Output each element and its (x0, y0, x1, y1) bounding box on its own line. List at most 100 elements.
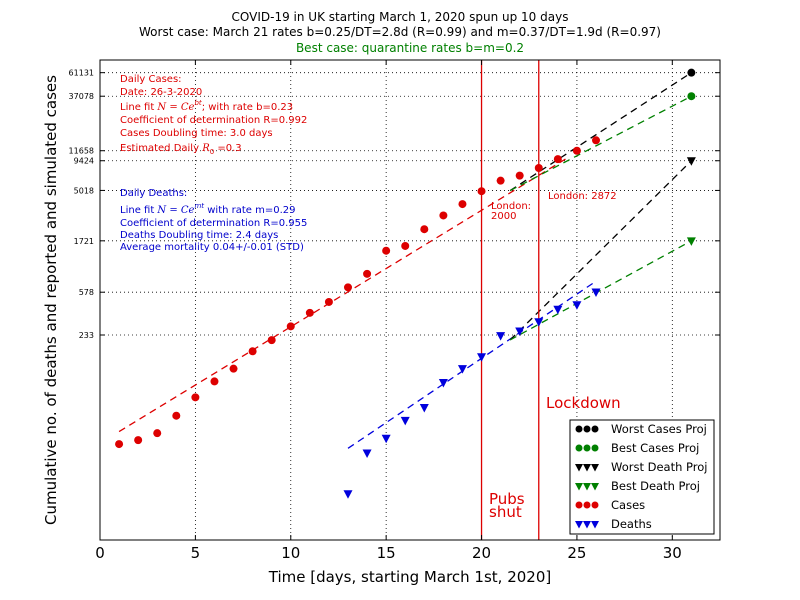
y-axis-label: Cumulative no. of deaths and reported an… (42, 75, 60, 525)
cases-ann-r0-value: =0.3 (214, 143, 241, 154)
legend-label-worst-cases-proj: Worst Cases Proj (611, 422, 707, 436)
y-tick-label: 233 (79, 331, 94, 340)
x-tick-label: 30 (663, 544, 682, 562)
legend-marker-worst-death-proj (583, 464, 591, 472)
deaths-ann-formula-exp: mt (194, 202, 204, 210)
deaths-point (438, 378, 448, 388)
fit-line (509, 240, 692, 341)
cases-ann-r0-sub: 0 (210, 148, 214, 156)
deaths-point (381, 434, 391, 444)
pubs-shut-label-1: Pubs (489, 490, 525, 508)
deaths-point (343, 490, 353, 499)
chart-subtitle: Worst case: March 21 rates b=0.25/DT=2.8… (139, 25, 661, 39)
cases-point (286, 322, 295, 331)
deaths-point (572, 301, 582, 310)
cases-point (153, 429, 162, 438)
legend-marker-cases (583, 501, 591, 509)
legend-marker-worst-cases-proj (575, 425, 583, 433)
london-label-2: London: 2872 (548, 191, 617, 202)
legend: Worst Cases Proj Best Cases Proj Worst Dea… (569, 419, 715, 535)
legend-marker-worst-cases-proj (583, 425, 591, 433)
x-tick-label: 5 (191, 544, 201, 562)
legend-marker-best-cases-proj (575, 444, 583, 452)
cases-point (324, 297, 333, 306)
fit-line (347, 280, 597, 449)
cases-point (477, 187, 486, 196)
deaths-ann-fit-rate: with rate m=0.29 (204, 205, 295, 216)
deaths-point (419, 403, 429, 413)
worst-death-proj-point (686, 157, 696, 166)
cases-point (191, 393, 200, 402)
cases-point (420, 225, 429, 234)
deaths-point (515, 327, 525, 336)
cases-ann-doubling: Cases Doubling time: 3.0 days (120, 128, 273, 139)
cases-point (115, 440, 124, 449)
cases-point (382, 246, 391, 255)
x-tick-label: 15 (377, 544, 396, 562)
legend-marker-cases (591, 501, 599, 509)
deaths-point (400, 416, 410, 426)
london-value-1: 2000 (491, 211, 516, 222)
legend-marker-best-death-proj (575, 483, 583, 491)
y-tick-label: 11658 (69, 147, 94, 156)
y-tick-label: 9424 (74, 157, 94, 166)
cases-ann-r0-symbol: R (201, 143, 210, 154)
deaths-point (591, 288, 601, 298)
cases-ann-formula: N = Ce (156, 102, 194, 113)
deaths-point (457, 365, 467, 374)
pubs-shut-label-2: shut (489, 503, 522, 521)
lockdown-label: Lockdown (546, 394, 621, 412)
cases-point (496, 176, 505, 185)
fit-line (509, 160, 692, 341)
legend-marker-worst-death-proj (591, 464, 599, 472)
cases-annotation: Daily Cases: Date: 26-3-2020 Line fit N … (120, 74, 307, 156)
legend-marker-best-cases-proj (583, 444, 591, 452)
legend-marker-best-cases-proj (591, 444, 599, 452)
cases-point (515, 171, 524, 180)
cases-ann-fit-prefix: Line fit (120, 102, 157, 113)
legend-label-worst-death-proj: Worst Death Proj (611, 460, 708, 474)
event-lines (480, 60, 540, 540)
deaths-ann-mortality: Average mortality 0.04+/-0.01 (STD) (120, 242, 304, 253)
cases-ann-fit: Line fit N = Cebt; with rate b=0.23 (120, 99, 293, 113)
cases-point (363, 269, 372, 278)
cases-point (534, 163, 543, 172)
legend-marker-cases (575, 501, 583, 509)
plot-frame (99, 59, 721, 541)
cases-point (229, 364, 238, 373)
cases-ann-r0: Estimated Daily R0 =0.3 (120, 143, 242, 156)
cases-point (248, 347, 257, 356)
deaths-point (362, 449, 372, 459)
legend-marker-worst-death-proj (575, 464, 583, 472)
cases-point (572, 146, 581, 155)
legend-marker-best-death-proj (591, 483, 599, 491)
cases-ann-heading: Daily Cases: (120, 74, 182, 85)
legend-marker-deaths (591, 521, 599, 529)
best-cases-proj-point (687, 92, 696, 101)
y-tick-label: 5018 (74, 186, 94, 195)
deaths-point (496, 332, 506, 341)
legend-marker-deaths (583, 521, 591, 529)
y-tick-label: 61131 (69, 69, 94, 78)
legend-box (569, 419, 715, 535)
deaths-ann-doubling: Deaths Doubling time: 2.4 days (120, 230, 278, 241)
cases-point (267, 336, 276, 345)
cases-point (210, 377, 219, 386)
cases-ann-r0-prefix: Estimated Daily (120, 143, 202, 154)
deaths-annotation: Daily Deaths: Line fit N = Cemt with rat… (120, 188, 307, 253)
chart-subtitle-best-case: Best case: quarantine rates b=m=0.2 (296, 41, 524, 55)
x-tick-label: 10 (281, 544, 300, 562)
cases-point (401, 241, 410, 250)
cases-point (553, 155, 562, 164)
worst-cases-proj-point (687, 68, 696, 77)
cases-point (592, 136, 600, 145)
deaths-ann-fit-prefix: Line fit (120, 205, 157, 216)
x-axis-label: Time [days, starting March 1st, 2020] (268, 568, 551, 586)
deaths-ann-fit: Line fit N = Cemt with rate m=0.29 (120, 202, 296, 216)
x-tick-label: 25 (567, 544, 586, 562)
legend-marker-best-death-proj (583, 483, 591, 491)
cases-point (172, 411, 181, 420)
deaths-ann-heading: Daily Deaths: (120, 188, 187, 199)
legend-label-deaths: Deaths (611, 517, 652, 531)
data-markers (115, 68, 696, 499)
